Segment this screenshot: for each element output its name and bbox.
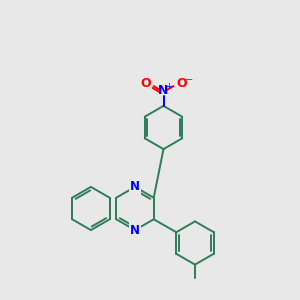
Text: N: N <box>130 224 140 237</box>
Text: O: O <box>176 77 187 90</box>
Text: N: N <box>130 180 140 194</box>
Text: O: O <box>140 77 151 90</box>
Text: −: − <box>185 75 193 85</box>
Text: N: N <box>158 84 169 98</box>
Text: +: + <box>166 82 172 91</box>
